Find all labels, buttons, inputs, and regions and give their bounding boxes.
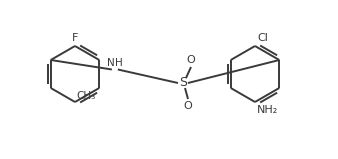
- Text: N: N: [107, 58, 115, 68]
- Text: NH₂: NH₂: [257, 105, 278, 115]
- Text: CH₃: CH₃: [76, 91, 95, 101]
- Text: O: O: [187, 55, 195, 65]
- Text: Cl: Cl: [257, 33, 268, 43]
- Text: O: O: [184, 101, 192, 111]
- Text: F: F: [72, 33, 78, 43]
- Text: S: S: [179, 76, 187, 90]
- Text: H: H: [115, 58, 123, 68]
